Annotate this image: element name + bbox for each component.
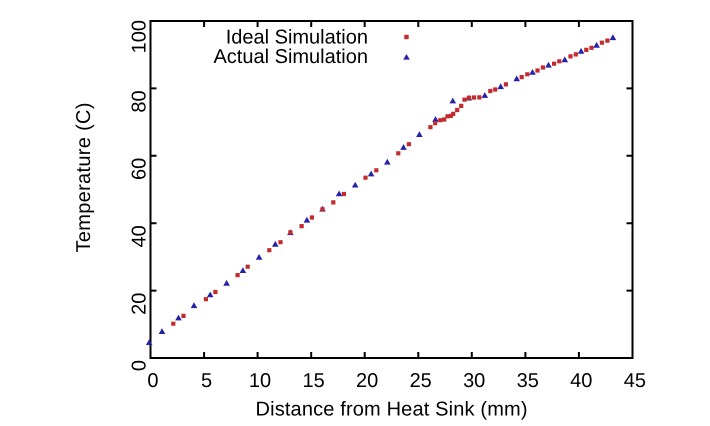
svg-text:5: 5 bbox=[201, 370, 212, 392]
svg-text:Distance from Heat Sink (mm): Distance from Heat Sink (mm) bbox=[256, 399, 528, 421]
svg-text:35: 35 bbox=[517, 370, 539, 392]
svg-text:45: 45 bbox=[624, 370, 646, 392]
svg-text:10: 10 bbox=[249, 370, 271, 392]
svg-text:0: 0 bbox=[129, 360, 151, 371]
svg-text:100: 100 bbox=[129, 20, 151, 53]
svg-text:40: 40 bbox=[129, 225, 151, 247]
svg-text:Temperature (C): Temperature (C) bbox=[73, 103, 95, 253]
svg-text:0: 0 bbox=[147, 370, 158, 392]
svg-text:Ideal Simulation: Ideal Simulation bbox=[226, 27, 368, 49]
svg-text:20: 20 bbox=[129, 293, 151, 315]
svg-text:60: 60 bbox=[129, 158, 151, 180]
svg-text:25: 25 bbox=[410, 370, 432, 392]
svg-text:80: 80 bbox=[129, 90, 151, 112]
svg-text:40: 40 bbox=[570, 370, 592, 392]
svg-text:Actual Simulation: Actual Simulation bbox=[213, 46, 368, 68]
svg-text:30: 30 bbox=[463, 370, 485, 392]
svg-text:15: 15 bbox=[302, 370, 324, 392]
svg-text:20: 20 bbox=[356, 370, 378, 392]
